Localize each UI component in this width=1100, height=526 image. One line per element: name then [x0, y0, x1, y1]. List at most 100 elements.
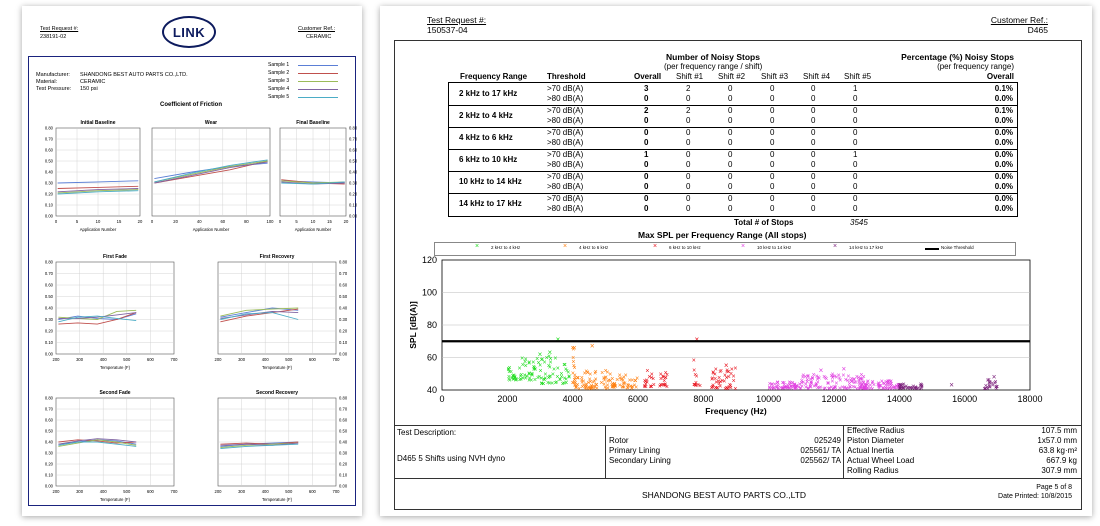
data-point: × [729, 385, 733, 392]
data-point: × [720, 378, 724, 385]
data-point: × [723, 372, 727, 379]
data-point: × [604, 386, 608, 393]
data-point: × [564, 380, 568, 387]
frequency-range-label: 6 kHz to 10 kHz [459, 155, 518, 164]
data-point: × [881, 385, 885, 392]
data-point: × [644, 382, 648, 389]
y-tick-label: 0.70 [45, 271, 54, 276]
y-tick-label: 0.30 [339, 317, 348, 322]
x-tick-label: 700 [333, 357, 341, 362]
x-tick-label: 300 [76, 489, 84, 494]
x-tick-label: 15 [327, 219, 332, 224]
data-point: × [903, 385, 907, 392]
data-point: × [771, 385, 775, 392]
data-point: × [564, 380, 568, 387]
data-point: × [698, 383, 702, 390]
data-point: × [866, 379, 870, 386]
x-tick-label: 300 [76, 357, 84, 362]
data-point: × [833, 385, 837, 392]
y-tick-label: 0.30 [45, 317, 54, 322]
data-point: × [576, 375, 580, 382]
shift-cell: 0 [811, 106, 816, 115]
y-tick-label: 0.40 [45, 440, 54, 445]
data-point: × [593, 384, 597, 391]
data-point: × [987, 377, 991, 384]
y-tick-label: 0.40 [45, 306, 54, 311]
legend-label: 14 kHz to 17 kHz [849, 245, 884, 250]
y-tick-label: 0.20 [45, 462, 54, 467]
data-point: × [530, 371, 534, 378]
data-point: × [626, 383, 630, 390]
data-point: × [511, 373, 515, 380]
y-tick-label: 0.60 [349, 148, 358, 153]
data-point: × [817, 376, 821, 383]
data-point: × [894, 383, 898, 390]
data-point: × [573, 372, 577, 379]
y-tick-label: 0.60 [45, 418, 54, 423]
data-point: × [547, 353, 551, 360]
data-point: × [786, 385, 790, 392]
data-point: × [844, 385, 848, 392]
data-point: × [605, 369, 609, 376]
shift-cell: 0 [770, 84, 775, 93]
data-point: × [993, 381, 997, 388]
data-point: × [840, 384, 844, 391]
data-point: × [831, 374, 835, 381]
data-point: × [982, 386, 986, 393]
info-label: Test Pressure: [36, 86, 72, 92]
data-point: × [548, 381, 552, 388]
data-point: × [606, 385, 610, 392]
x-tick-label: 200 [53, 357, 61, 362]
data-point: × [808, 377, 812, 384]
sample-line [154, 159, 268, 183]
data-point: × [537, 374, 541, 381]
shift-cell: 0 [728, 116, 733, 125]
data-point: × [822, 374, 826, 381]
data-point: × [663, 382, 667, 389]
x-tick-label: 500 [123, 357, 131, 362]
data-point: × [572, 380, 576, 387]
data-point: × [610, 376, 614, 383]
data-point: × [987, 383, 991, 390]
data-point: × [524, 363, 528, 370]
overall-count-cell: 1 [644, 150, 649, 159]
data-point: × [571, 359, 575, 366]
data-point: × [507, 376, 511, 383]
data-point: × [618, 375, 622, 382]
data-point: × [603, 378, 607, 385]
data-point: × [531, 360, 535, 367]
data-point: × [524, 357, 528, 364]
threshold-cell: >80 dB(A) [547, 204, 584, 213]
overall-count-cell: 0 [644, 138, 649, 147]
data-point: × [547, 348, 552, 357]
legend-label: 4 kHz to 6 kHz [579, 245, 609, 250]
data-point: × [871, 379, 875, 386]
data-point: × [613, 383, 617, 390]
data-point: × [558, 377, 562, 384]
data-point: × [695, 374, 699, 381]
table-row: 4 kHz to 6 kHz >70 dB(A) 0 0 0 0 0 0 0.0% >80 dB(… [449, 127, 1017, 150]
col-header: Shift #1 [676, 72, 704, 81]
data-point: × [548, 364, 552, 371]
shift-cell: 0 [686, 116, 691, 125]
data-point: × [575, 382, 579, 389]
percentage-cell: 0.0% [994, 94, 1013, 103]
data-point: × [659, 383, 663, 390]
y-tick-label: 0.30 [45, 451, 54, 456]
data-point: × [576, 375, 580, 382]
sample-line [154, 161, 268, 184]
data-point: × [528, 375, 532, 382]
x-tick-label: 600 [309, 489, 317, 494]
overall-count-cell: 0 [644, 172, 649, 181]
data-point: × [787, 386, 791, 393]
threshold-cell: >70 dB(A) [547, 194, 584, 203]
x-axis-label: Frequency (Hz) [705, 406, 767, 416]
data-point: × [768, 381, 772, 388]
x-tick-label: 16000 [952, 394, 977, 404]
data-point: × [537, 360, 541, 367]
data-point: × [863, 385, 867, 392]
data-point: × [863, 383, 867, 390]
data-point: × [643, 384, 647, 391]
y-tick-label: 0.30 [349, 181, 358, 186]
data-point: × [850, 378, 854, 385]
